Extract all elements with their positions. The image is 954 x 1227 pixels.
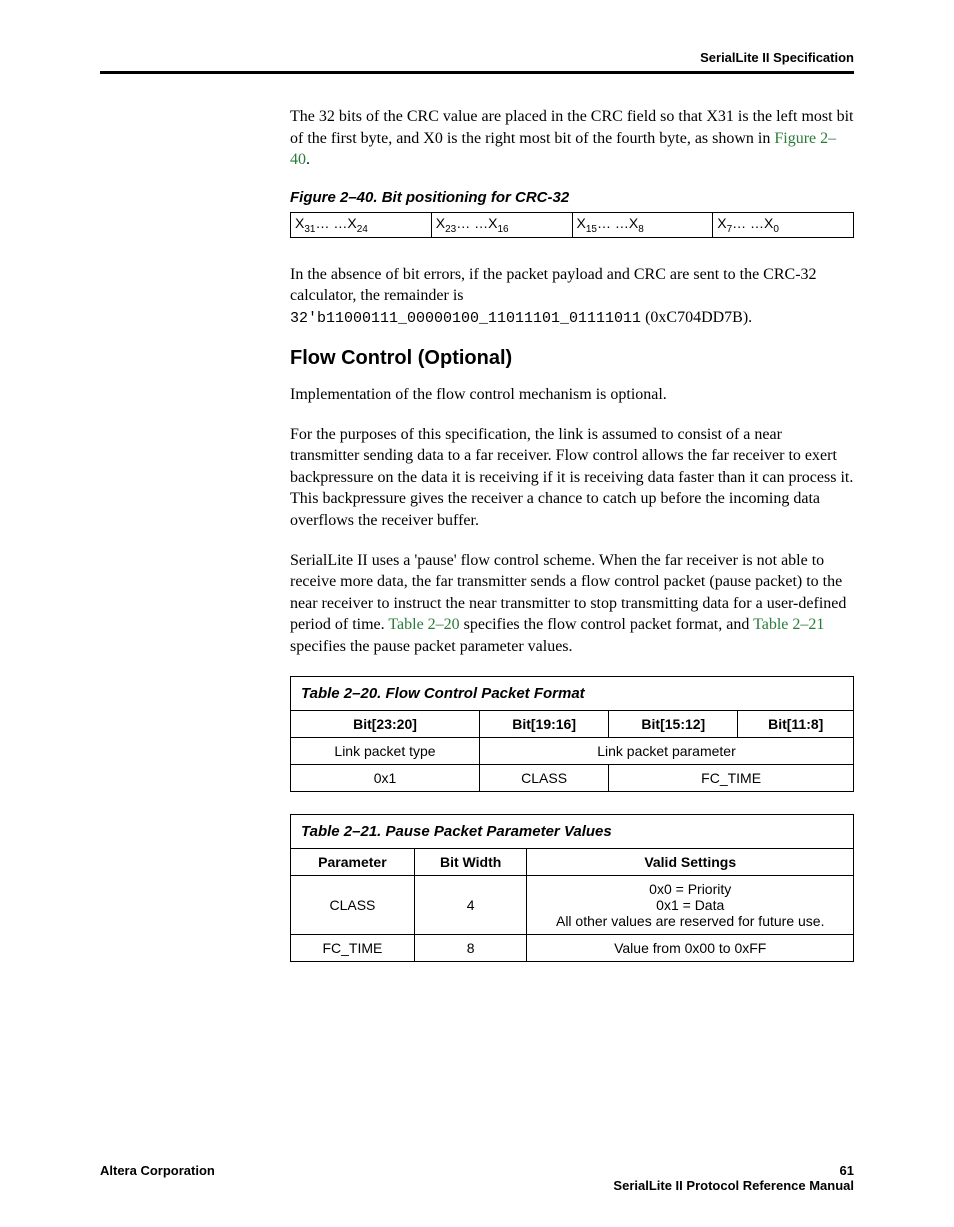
bit-text: … …X — [456, 215, 497, 231]
table-cell: CLASS — [291, 875, 415, 934]
table-header: Bit[11:8] — [738, 710, 854, 737]
bit-sub: 24 — [357, 224, 368, 235]
crc-paragraph: In the absence of bit errors, if the pac… — [290, 264, 854, 329]
table-row: CLASS 4 0x0 = Priority 0x1 = Data All ot… — [291, 875, 854, 934]
page-footer: Altera Corporation 61 SerialLite II Prot… — [100, 1163, 854, 1193]
table-link[interactable]: Table 2–20 — [388, 616, 459, 633]
flow-p3-text: specifies the pause packet parameter val… — [290, 638, 573, 655]
table-header: Bit Width — [414, 848, 527, 875]
table-cell: Link packet type — [291, 737, 480, 764]
table-header: Bit[23:20] — [291, 710, 480, 737]
intro-text: The 32 bits of the CRC value are placed … — [290, 108, 853, 147]
table-row: 0x1 CLASS FC_TIME — [291, 764, 854, 791]
page-header-title: SerialLite II Specification — [100, 50, 854, 65]
table-row: FC_TIME 8 Value from 0x00 to 0xFF — [291, 934, 854, 961]
table-row: Link packet type Link packet parameter — [291, 737, 854, 764]
table-cell: FC_TIME — [609, 764, 854, 791]
bit-text: … …X — [597, 215, 638, 231]
bit-cell: X15… …X8 — [573, 213, 714, 237]
bit-sub: 0 — [773, 224, 779, 235]
crc-hex: (0xC704DD7B). — [641, 309, 752, 326]
crc-binary: 32'b11000111_00000100_11011101_01111011 — [290, 310, 641, 327]
footer-right: 61 SerialLite II Protocol Reference Manu… — [613, 1163, 854, 1193]
flow-control-heading: Flow Control (Optional) — [290, 347, 854, 370]
header-rule — [100, 71, 854, 74]
table-header: Parameter — [291, 848, 415, 875]
bit-sub: 23 — [445, 224, 456, 235]
flow-p2: For the purposes of this specification, … — [290, 424, 854, 532]
table-header: Valid Settings — [527, 848, 854, 875]
bit-sub: 15 — [586, 224, 597, 235]
bit-text: X — [436, 215, 445, 231]
bit-cell: X23… …X16 — [432, 213, 573, 237]
table-caption: Table 2–21. Pause Packet Parameter Value… — [290, 814, 854, 848]
flow-p1: Implementation of the flow control mecha… — [290, 384, 854, 406]
table-cell: FC_TIME — [291, 934, 415, 961]
page-number: 61 — [613, 1163, 854, 1178]
table-caption: Table 2–20. Flow Control Packet Format — [290, 676, 854, 710]
table-row: Parameter Bit Width Valid Settings — [291, 848, 854, 875]
flow-p3: SerialLite II uses a 'pause' flow contro… — [290, 550, 854, 658]
table-cell: 0x1 — [291, 764, 480, 791]
table-cell: CLASS — [480, 764, 609, 791]
bit-text: X — [717, 215, 726, 231]
table-cell: 8 — [414, 934, 527, 961]
intro-tail: . — [306, 151, 310, 168]
bit-sub: 8 — [638, 224, 644, 235]
table-2-21: Table 2–21. Pause Packet Parameter Value… — [290, 814, 854, 962]
table-header: Bit[15:12] — [609, 710, 738, 737]
figure-caption: Figure 2–40. Bit positioning for CRC-32 — [290, 189, 854, 206]
table-link[interactable]: Table 2–21 — [753, 616, 824, 633]
bit-sub: 31 — [304, 224, 315, 235]
bit-cell: X31… …X24 — [291, 213, 432, 237]
table-2-20: Table 2–20. Flow Control Packet Format B… — [290, 676, 854, 792]
table-cell: Value from 0x00 to 0xFF — [527, 934, 854, 961]
bit-position-row: X31… …X24 X23… …X16 X15… …X8 X7… …X0 — [290, 212, 854, 238]
footer-left: Altera Corporation — [100, 1163, 215, 1193]
table-row: Bit[23:20] Bit[19:16] Bit[15:12] Bit[11:… — [291, 710, 854, 737]
bit-text: X — [577, 215, 586, 231]
table-header: Bit[19:16] — [480, 710, 609, 737]
bit-text: … …X — [315, 215, 356, 231]
bit-text: … …X — [732, 215, 773, 231]
cell-line: 0x1 = Data — [656, 897, 724, 913]
manual-title: SerialLite II Protocol Reference Manual — [613, 1178, 854, 1193]
bit-sub: 16 — [497, 224, 508, 235]
intro-paragraph: The 32 bits of the CRC value are placed … — [290, 106, 854, 171]
cell-line: All other values are reserved for future… — [556, 913, 824, 929]
cell-line: 0x0 = Priority — [649, 881, 731, 897]
table-cell: 0x0 = Priority 0x1 = Data All other valu… — [527, 875, 854, 934]
table-cell: Link packet parameter — [480, 737, 854, 764]
bit-text: X — [295, 215, 304, 231]
flow-p3-text: specifies the flow control packet format… — [460, 616, 753, 633]
bit-cell: X7… …X0 — [713, 213, 853, 237]
crc-text: In the absence of bit errors, if the pac… — [290, 266, 817, 305]
table-cell: 4 — [414, 875, 527, 934]
